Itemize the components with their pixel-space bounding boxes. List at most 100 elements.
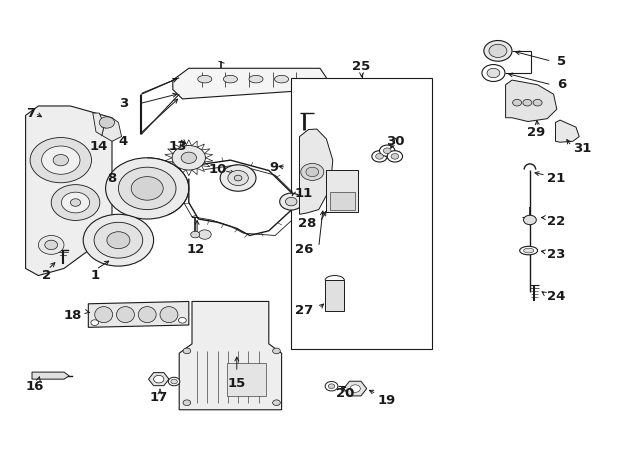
Ellipse shape xyxy=(524,248,534,253)
Text: 16: 16 xyxy=(26,380,44,393)
Polygon shape xyxy=(344,381,367,396)
Circle shape xyxy=(53,154,68,166)
Ellipse shape xyxy=(95,307,113,323)
Circle shape xyxy=(325,382,338,391)
Ellipse shape xyxy=(249,75,263,83)
Circle shape xyxy=(376,154,383,159)
Polygon shape xyxy=(300,129,333,214)
Bar xyxy=(291,78,432,349)
Circle shape xyxy=(383,148,391,154)
Circle shape xyxy=(391,154,399,159)
Circle shape xyxy=(172,146,205,170)
Bar xyxy=(227,363,266,396)
Circle shape xyxy=(183,400,191,406)
Ellipse shape xyxy=(138,307,156,323)
Text: 25: 25 xyxy=(353,60,371,73)
Text: 6: 6 xyxy=(557,78,566,91)
Circle shape xyxy=(83,214,154,266)
Ellipse shape xyxy=(160,307,178,323)
Circle shape xyxy=(45,240,58,250)
Circle shape xyxy=(191,231,200,238)
Circle shape xyxy=(280,193,303,210)
Circle shape xyxy=(91,320,99,325)
Circle shape xyxy=(484,41,512,61)
Text: 11: 11 xyxy=(294,187,313,200)
Circle shape xyxy=(372,151,387,162)
Circle shape xyxy=(220,165,256,191)
Polygon shape xyxy=(179,301,282,410)
Circle shape xyxy=(328,384,335,389)
Circle shape xyxy=(387,151,403,162)
Text: 19: 19 xyxy=(378,394,396,407)
Circle shape xyxy=(183,348,191,354)
Circle shape xyxy=(154,375,164,383)
Text: 26: 26 xyxy=(295,243,314,256)
Circle shape xyxy=(179,317,186,323)
Text: 17: 17 xyxy=(150,391,168,405)
Circle shape xyxy=(94,222,143,258)
Polygon shape xyxy=(93,113,122,141)
Circle shape xyxy=(350,385,360,392)
Text: 14: 14 xyxy=(90,139,108,153)
Circle shape xyxy=(228,171,248,186)
Circle shape xyxy=(524,215,536,225)
Text: 3: 3 xyxy=(119,97,128,110)
Text: 1: 1 xyxy=(90,269,99,282)
Text: 8: 8 xyxy=(108,172,116,186)
Ellipse shape xyxy=(520,246,538,255)
Circle shape xyxy=(380,145,395,156)
Text: 30: 30 xyxy=(387,135,404,148)
Circle shape xyxy=(273,348,280,354)
Polygon shape xyxy=(32,372,69,379)
Text: 28: 28 xyxy=(298,217,316,230)
Circle shape xyxy=(273,400,280,406)
Circle shape xyxy=(99,117,115,128)
Circle shape xyxy=(171,379,177,384)
Bar xyxy=(325,280,344,311)
Text: 5: 5 xyxy=(557,55,566,68)
Circle shape xyxy=(482,65,505,81)
Text: 18: 18 xyxy=(63,309,82,322)
Circle shape xyxy=(70,199,81,206)
Text: 21: 21 xyxy=(547,172,566,186)
Text: 15: 15 xyxy=(228,377,246,390)
Text: 9: 9 xyxy=(269,161,278,174)
Text: 7: 7 xyxy=(26,106,35,120)
Circle shape xyxy=(533,99,542,106)
Circle shape xyxy=(489,44,507,57)
Text: 20: 20 xyxy=(337,387,355,400)
Circle shape xyxy=(168,377,180,386)
Polygon shape xyxy=(556,120,579,142)
Ellipse shape xyxy=(116,307,134,323)
Circle shape xyxy=(306,167,319,177)
Circle shape xyxy=(301,163,324,180)
Circle shape xyxy=(285,197,297,206)
Text: 13: 13 xyxy=(169,139,187,153)
Circle shape xyxy=(38,236,64,254)
Circle shape xyxy=(513,99,522,106)
Text: 24: 24 xyxy=(547,290,566,303)
Circle shape xyxy=(118,167,176,210)
Polygon shape xyxy=(506,80,557,122)
Ellipse shape xyxy=(198,75,212,83)
Bar xyxy=(330,192,355,210)
Polygon shape xyxy=(88,301,189,327)
Circle shape xyxy=(487,68,500,78)
Text: 10: 10 xyxy=(209,163,227,176)
Text: 27: 27 xyxy=(295,304,314,317)
Circle shape xyxy=(30,138,92,183)
Circle shape xyxy=(106,158,189,219)
Circle shape xyxy=(107,232,130,249)
Text: 4: 4 xyxy=(119,135,128,148)
Circle shape xyxy=(234,175,242,181)
Text: 31: 31 xyxy=(573,142,591,155)
Circle shape xyxy=(523,99,532,106)
Ellipse shape xyxy=(275,75,289,83)
Circle shape xyxy=(42,146,80,174)
Text: 2: 2 xyxy=(42,269,51,282)
Text: 29: 29 xyxy=(527,126,545,139)
Circle shape xyxy=(181,152,196,163)
Circle shape xyxy=(198,230,211,239)
Bar xyxy=(326,170,358,212)
Circle shape xyxy=(51,185,100,220)
